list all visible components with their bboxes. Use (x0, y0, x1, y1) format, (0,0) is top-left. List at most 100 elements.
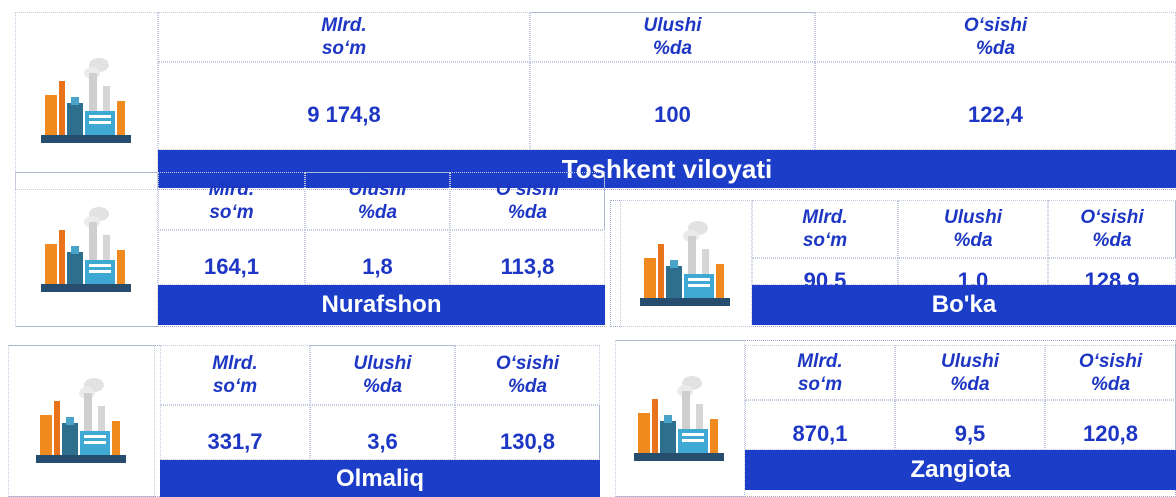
icon-shape (117, 250, 125, 284)
icon-shape (660, 421, 676, 453)
icon-shape (67, 252, 83, 284)
icon-shape (59, 230, 65, 284)
icon-shape (62, 423, 78, 455)
header-line: Mlrd. (212, 352, 257, 375)
header-cell: Ulushi%da (895, 345, 1045, 400)
icon-shape (634, 453, 724, 461)
icon-shape (66, 417, 74, 425)
region-name: Zangiota (745, 450, 1176, 490)
header-line: %da (653, 37, 692, 60)
factory-icon (32, 371, 132, 471)
icon-shape (688, 284, 710, 287)
header-cell: O‘sishi%da (1045, 345, 1176, 400)
icon-box (15, 12, 158, 190)
icon-shape (666, 266, 682, 298)
header-line: %da (976, 37, 1015, 60)
header-line: %da (358, 201, 397, 224)
header-line: O‘sishi (496, 352, 559, 375)
header-line: Mlrd. (321, 14, 366, 37)
header-cell: Ulushi%da (898, 200, 1048, 258)
value-cell: 9,5 (895, 400, 1045, 450)
icon-shape (89, 270, 111, 273)
icon-shape (644, 258, 656, 298)
header-line: %da (950, 373, 989, 396)
header-line: so‘m (798, 373, 842, 396)
header-line: Ulushi (643, 14, 701, 37)
icon-shape (658, 244, 664, 298)
value-cell: 1,8 (305, 230, 450, 285)
icon-shape (71, 246, 79, 254)
header-line: so‘m (322, 37, 366, 60)
header-line: %da (953, 229, 992, 252)
factory-icon (630, 369, 730, 469)
value-cell: 130,8 (455, 405, 600, 460)
header-cell: O‘sishi%da (455, 345, 600, 405)
icon-box (615, 340, 745, 497)
value-cell: 128,9 (1048, 258, 1176, 285)
header-line: %da (508, 201, 547, 224)
icon-shape (84, 441, 106, 444)
region-name: Nurafshon (158, 285, 605, 325)
icon-shape (89, 115, 111, 118)
icon-shape (670, 260, 678, 268)
infographic: Mlrd.so‘m9 174,8Ulushi%da100O‘sishi%da12… (0, 0, 1176, 497)
header-cell: O‘sishi%da (815, 12, 1176, 62)
icon-shape (638, 413, 650, 453)
icon-shape (640, 298, 730, 306)
header-cell: Mlrd.so‘m (160, 345, 310, 405)
value-cell: 3,6 (310, 405, 455, 460)
header-line: O‘sishi (964, 14, 1027, 37)
header-line: Mlrd. (797, 350, 842, 373)
icon-shape (84, 435, 106, 438)
value-cell: 113,8 (450, 230, 605, 285)
factory-icon (37, 200, 137, 300)
header-cell: Ulushi%da (310, 345, 455, 405)
icon-shape (710, 419, 718, 453)
value-cell: 120,8 (1045, 400, 1176, 450)
icon-shape (664, 415, 672, 423)
header-line: O‘sishi (1080, 206, 1143, 229)
icon-shape (89, 264, 111, 267)
header-line: %da (363, 375, 402, 398)
region-name: Olmaliq (160, 460, 600, 497)
header-cell: Mlrd.so‘m (158, 172, 305, 230)
icon-box (15, 172, 158, 327)
header-line: O‘sishi (496, 178, 559, 201)
icon-shape (40, 415, 52, 455)
value-cell: 331,7 (160, 405, 310, 460)
icon-shape (36, 455, 126, 463)
value-cell: 100 (530, 62, 815, 150)
icon-box (620, 200, 752, 327)
icon-shape (112, 421, 120, 455)
value-cell: 122,4 (815, 62, 1176, 150)
header-cell: Ulushi%da (305, 172, 450, 230)
icon-shape (54, 401, 60, 455)
header-line: Ulushi (944, 206, 1002, 229)
header-line: %da (508, 375, 547, 398)
header-cell: O‘sishi%da (450, 172, 605, 230)
header-cell: Mlrd.so‘m (745, 345, 895, 400)
header-line: Mlrd. (802, 206, 847, 229)
region-name: Bo'ka (752, 285, 1176, 325)
icon-shape (117, 101, 125, 135)
header-line: so‘m (803, 229, 847, 252)
value-cell: 9 174,8 (158, 62, 530, 150)
icon-shape (41, 284, 131, 292)
header-line: O‘sishi (1079, 350, 1142, 373)
header-cell: Mlrd.so‘m (752, 200, 898, 258)
icon-shape (716, 264, 724, 298)
icon-shape (45, 244, 57, 284)
value-cell: 90,5 (752, 258, 898, 285)
header-line: Ulushi (353, 352, 411, 375)
header-line: %da (1092, 229, 1131, 252)
value-cell: 164,1 (158, 230, 305, 285)
icon-shape (59, 81, 65, 135)
header-line: so‘m (213, 375, 257, 398)
icon-shape (45, 95, 57, 135)
icon-box (8, 345, 155, 497)
icon-shape (682, 439, 704, 442)
header-cell: Ulushi%da (530, 12, 815, 62)
icon-shape (71, 97, 79, 105)
icon-shape (41, 135, 131, 143)
header-line: Mlrd. (209, 178, 254, 201)
